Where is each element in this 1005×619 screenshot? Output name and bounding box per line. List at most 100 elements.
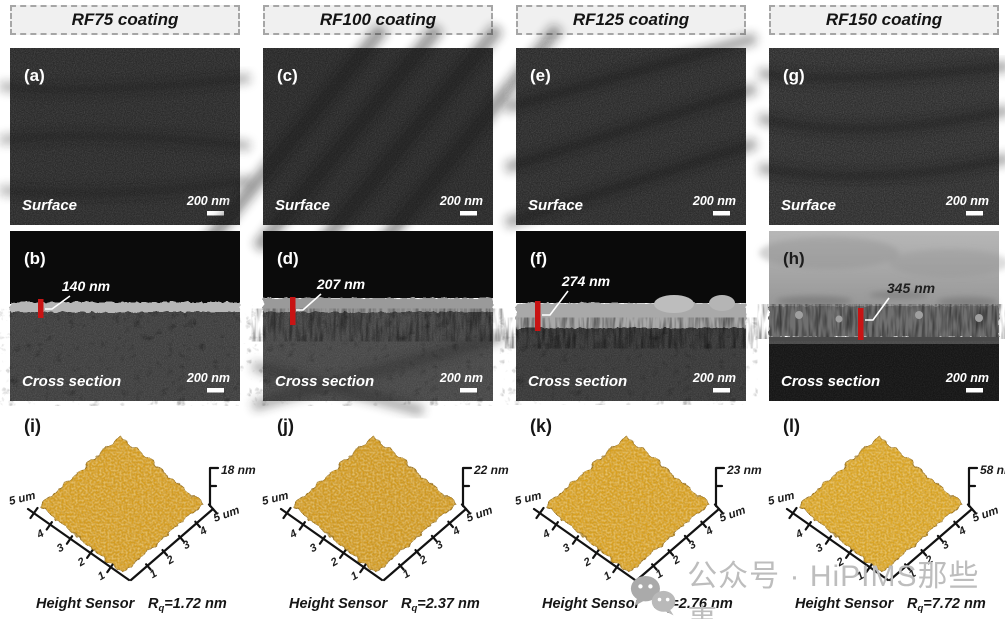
tick-label: 3: [561, 542, 572, 555]
tick-label: 4: [540, 528, 552, 542]
tick-label: 3: [687, 539, 698, 552]
height-scale-bracket: [967, 466, 979, 508]
columnar-texture: [769, 306, 999, 337]
height-sensor-label: Height Sensor: [542, 596, 642, 612]
scale-bar-label: 200 nm: [186, 371, 230, 385]
panel-label: (h): [783, 249, 805, 268]
cross-panel-d: 207 nm (d) Cross section 200 nm: [251, 231, 505, 416]
axis-max-label: 5 um: [971, 504, 1000, 524]
height-sensor-label: Height Sensor: [795, 596, 895, 612]
thickness-marker: [858, 308, 864, 340]
coating-header-rf150: RF150 coating: [769, 5, 999, 35]
scale-bar: [207, 211, 224, 216]
cross-caption: Cross section: [528, 373, 627, 390]
afm-left-axis: [785, 506, 890, 582]
axis-max-label: 5 um: [767, 490, 796, 508]
scale-bar: [460, 211, 477, 216]
coating-header-label: RF100 coating: [319, 10, 437, 29]
cross-caption: Cross section: [781, 373, 880, 390]
tick-label: 1: [602, 570, 613, 583]
sem-cross-image: 207 nm (d) Cross section 200 nm: [251, 231, 505, 416]
tick-label: 4: [793, 528, 805, 542]
coating-bump: [709, 295, 735, 311]
tick-label: 1: [654, 568, 665, 581]
panel-label: (l): [783, 416, 800, 436]
tick-label: 1: [907, 568, 918, 581]
tick-label: 3: [434, 539, 445, 552]
height-scale-bracket: [714, 466, 726, 508]
axis-max-label: 5 um: [261, 490, 290, 508]
height-sensor-label: Height Sensor: [289, 596, 389, 612]
panel-label: (k): [530, 416, 552, 436]
afm-3d-image: (k) 4 3 2 1 5 um: [514, 416, 762, 614]
scale-bar-label: 200 nm: [439, 194, 483, 208]
axis-max-label: 5 um: [514, 490, 543, 508]
panel-label: (d): [277, 249, 299, 268]
coating-header-label: RF150 coating: [825, 10, 943, 29]
roughness-label: Rq=1.72 nm: [148, 596, 227, 614]
cross-panel-f: 274 nm (f) Cross section 200 nm: [516, 231, 746, 401]
height-scale-label: 18 nm: [221, 463, 256, 477]
vacuum-region: [516, 231, 746, 303]
afm-right-axis: [888, 503, 978, 582]
afm-gold-surface: [292, 435, 456, 574]
coating-layer: [263, 298, 493, 312]
watermark: 公众号 · HiPIMS那些事: [630, 551, 1005, 619]
cross-caption: Cross section: [22, 373, 121, 390]
surface-panel-e: (e) Surface 200 nm: [504, 32, 758, 229]
scale-bar: [966, 211, 983, 216]
afm-left-axis: [532, 506, 637, 582]
leader-line: [542, 290, 569, 316]
thickness-label: 345 nm: [887, 280, 935, 296]
panel-label: (g): [783, 66, 805, 85]
tick-label: 1: [855, 570, 866, 583]
scale-bar-label: 200 nm: [692, 194, 736, 208]
sky-streaks: [759, 237, 1005, 307]
coating-grains: [795, 311, 983, 323]
coating-bump: [654, 295, 694, 313]
surface-texture-streaks: [757, 61, 1005, 181]
thickness-marker: [38, 299, 44, 318]
columnar-texture: [516, 319, 746, 347]
scale-bar: [713, 211, 730, 216]
tick-label: 1: [148, 568, 159, 581]
tick-label: 3: [181, 539, 192, 552]
axis-max-label: 5 um: [718, 504, 747, 524]
surface-panel-g: (g) Surface 200 nm: [757, 48, 1005, 225]
scale-bar: [460, 388, 477, 393]
height-scale-label: 23 nm: [726, 463, 762, 477]
cross-panel-b: 140 nm (b) Cross section 200 nm: [10, 231, 240, 401]
surface-panel-c: (c) Surface 200 nm: [197, 23, 564, 253]
scale-bar: [207, 388, 224, 393]
panel-label: (b): [24, 249, 46, 268]
sem-surface-image: (e) Surface 200 nm: [504, 32, 758, 229]
tick-label: 3: [308, 542, 319, 555]
scale-bar-label: 200 nm: [945, 371, 989, 385]
sem-surface-image: (a) Surface 200 nm: [0, 48, 251, 225]
height-sensor-label: Height Sensor: [36, 596, 136, 612]
afm-left-axis: [26, 506, 131, 582]
surface-caption: Surface: [528, 197, 583, 214]
thickness-label: 207 nm: [316, 276, 365, 292]
cross-section-row: 140 nm (b) Cross section 200 nm 2: [0, 231, 1005, 416]
afm-gold-surface: [545, 435, 709, 574]
afm-row: (i) 4 3 2 1 5 um: [0, 406, 1005, 619]
vacuum-region: [10, 231, 240, 304]
interface-strip: [769, 337, 999, 344]
surface-caption: Surface: [781, 197, 836, 214]
tick-label: 4: [287, 528, 299, 542]
panel-label: (j): [277, 416, 294, 436]
surface-texture-streaks: [504, 32, 758, 229]
axis-max-label: 5 um: [465, 504, 494, 524]
sem-surface-image: (c) Surface 200 nm: [197, 23, 564, 253]
afm-panel-i: (i) 4 3 2 1 5 um: [8, 406, 256, 619]
roughness-label: Rq=7.72 nm: [907, 596, 986, 614]
tick-label: 1: [349, 570, 360, 583]
scale-bar-label: 200 nm: [692, 371, 736, 385]
tick-label: 4: [34, 528, 46, 542]
tick-label: 3: [55, 542, 66, 555]
scale-bar: [713, 388, 730, 393]
header-row: RF75 coating RF100 coating RF125 coating…: [0, 5, 1005, 35]
coating-header-rf75: RF75 coating: [10, 5, 240, 35]
